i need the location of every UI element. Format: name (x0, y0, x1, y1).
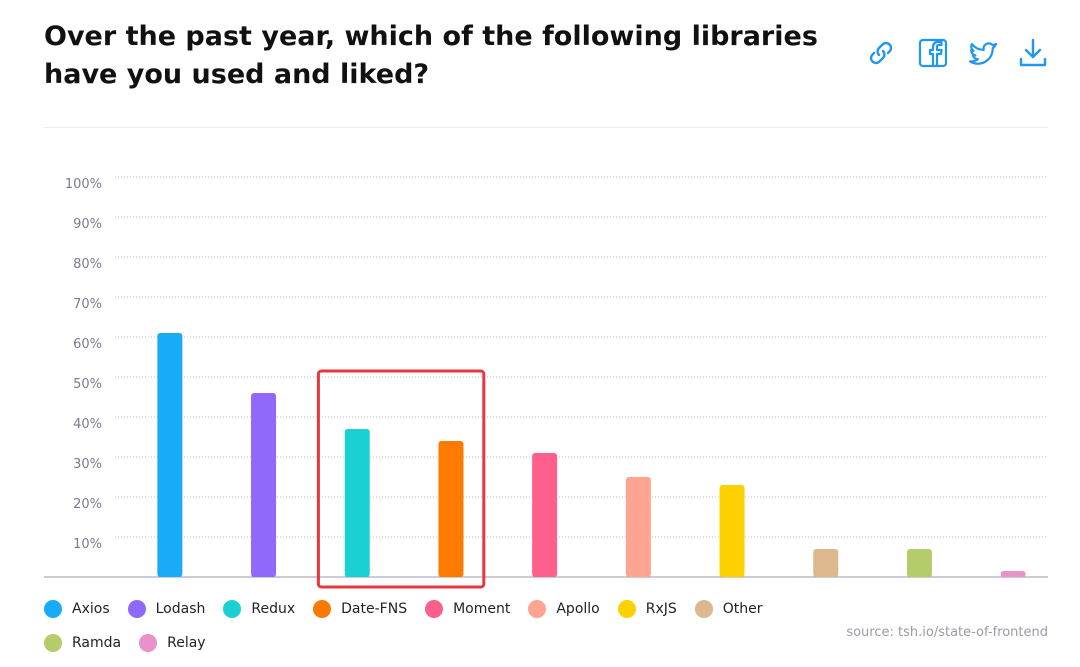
legend-swatch (44, 599, 62, 618)
bar-moment (532, 453, 558, 577)
legend-swatch (425, 599, 444, 618)
legend-swatch (127, 599, 146, 618)
bar-apollo (625, 477, 651, 577)
highlight-box (316, 369, 486, 589)
bar-redux (344, 429, 370, 577)
legend-item: Date-FNS (313, 598, 407, 619)
legend-item: Ramda (44, 632, 121, 653)
legend-label: Relay (167, 634, 206, 651)
download-icon[interactable] (1016, 36, 1050, 70)
facebook-icon[interactable] (916, 36, 950, 70)
bar-axios (157, 333, 183, 577)
legend-label: Apollo (556, 600, 600, 617)
bar-rxjs (719, 485, 745, 577)
y-tick-label: 40% (73, 417, 102, 432)
bar-relay (1000, 571, 1026, 577)
y-tick-label: 80% (73, 257, 102, 272)
header-divider (44, 127, 1048, 128)
legend-item: Relay (139, 632, 206, 653)
bar-ramda (906, 549, 932, 577)
legend-item: Axios (44, 598, 110, 619)
legend-swatch (139, 633, 158, 652)
y-tick-label: 30% (73, 457, 102, 472)
bar-other (813, 549, 839, 577)
link-icon[interactable] (864, 36, 898, 70)
legend-item: RxJS (617, 598, 677, 619)
bar-chart: 10% 20% 30% 40% 50% 60% 70% 80% 90% 100% (44, 176, 1048, 589)
y-tick-label: 60% (73, 337, 102, 352)
legend-item: Lodash (127, 598, 206, 619)
y-tick-label: 10% (73, 537, 102, 552)
legend-swatch (223, 599, 242, 618)
legend-label: Ramda (72, 634, 122, 651)
legend-label: Redux (251, 600, 296, 617)
legend-item: Apollo (528, 598, 600, 619)
legend-item: Redux (223, 598, 295, 619)
share-actions (860, 36, 1060, 70)
y-tick-label: 90% (73, 217, 102, 232)
legend-label: Date-FNS (341, 600, 408, 617)
legend-item: Moment (425, 598, 510, 619)
source-note: source: tsh.io/state-of-frontend (846, 625, 1048, 640)
legend-swatch (313, 599, 332, 618)
legend-swatch (528, 599, 547, 618)
legend-swatch (44, 633, 62, 652)
legend-swatch (694, 599, 713, 618)
y-tick-label: 20% (73, 497, 102, 512)
y-tick-label: 50% (73, 377, 102, 392)
chart-title: Over the past year, which of the followi… (44, 21, 818, 90)
legend-swatch (617, 599, 636, 618)
chart-legend: Axios Lodash Redux Date-FNS Moment Apollo RxJS… (44, 598, 824, 666)
bar-lodash (251, 393, 277, 577)
legend-item: Other (694, 598, 763, 619)
y-tick-label: 100% (65, 177, 102, 192)
y-tick-label: 70% (73, 297, 102, 312)
bar-date-fns (438, 441, 464, 577)
legend-label: Moment (453, 600, 511, 617)
legend-label: Other (722, 600, 763, 617)
legend-label: Axios (72, 600, 110, 617)
twitter-icon[interactable] (966, 36, 1000, 70)
legend-label: Lodash (155, 600, 206, 617)
legend-label: RxJS (645, 600, 677, 617)
